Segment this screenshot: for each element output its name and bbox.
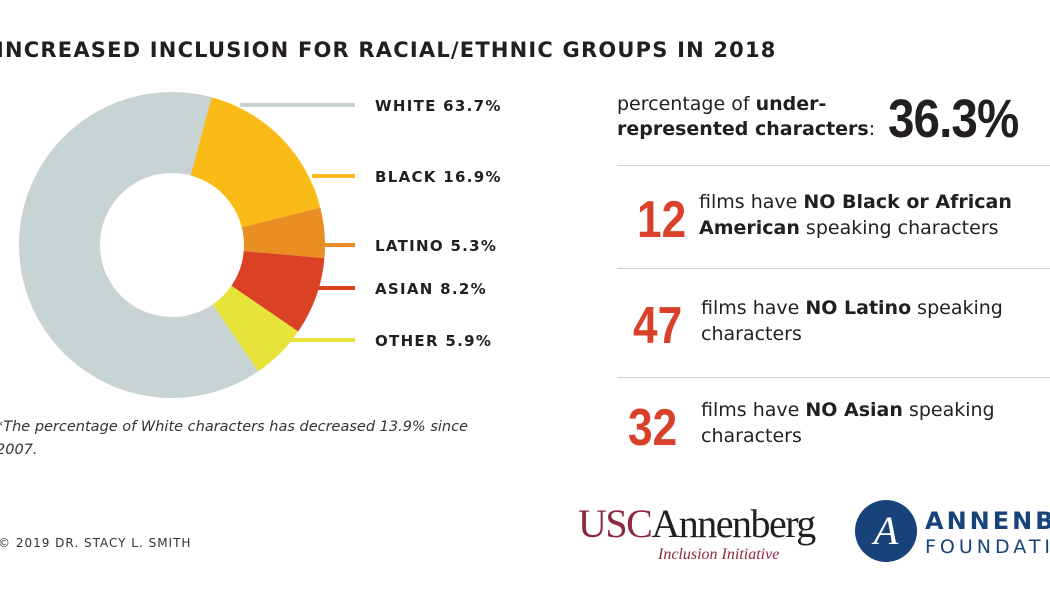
annenberg-foundation-logo-icon: A (855, 500, 917, 562)
slice-white (19, 92, 259, 399)
slice-asian (231, 251, 325, 332)
foundation-subname: FOUNDATI (925, 536, 1050, 558)
slice-black (190, 97, 321, 228)
underrep-value: 36.3% (888, 89, 1019, 149)
stat-pre: films have (699, 191, 804, 213)
underrep-bold2: represented characters (617, 118, 869, 140)
footnote: *The percentage of White characters has … (0, 419, 468, 458)
stat-bold: NO Black or African American (699, 191, 1012, 239)
foundation-name: ANNENBE (925, 507, 1050, 535)
stat-post: speaking characters (701, 297, 1003, 345)
logo-annenberg: Annenberg (651, 501, 816, 546)
divider (617, 377, 1050, 378)
slice-latino (241, 207, 325, 259)
usc-annenberg-logo: USCAnnenberg (578, 500, 816, 547)
underrep-bold1: under- (755, 93, 827, 115)
stat-text: films have NO Asian speaking characters (701, 397, 1021, 449)
stat-number: 12 (637, 191, 687, 249)
stat-text: films have NO Latino speaking characters (701, 295, 1021, 347)
divider (617, 165, 1050, 166)
stat-post: speaking characters (799, 217, 999, 239)
inclusion-initiative-text: Inclusion Initiative (658, 546, 780, 563)
copyright: © 2019 DR. STACY L. SMITH (0, 536, 192, 550)
stat-bold: NO Latino (805, 297, 912, 319)
stat-number: 32 (628, 399, 678, 457)
stat-bold: NO Asian (805, 399, 903, 421)
divider (617, 268, 1050, 269)
underrep-post: : (868, 118, 876, 140)
slice-label-white: WHITE 63.7% (375, 97, 502, 115)
slice-label-latino: LATINO 5.3% (375, 237, 497, 255)
logo-usc: USC (578, 501, 653, 546)
slice-other (212, 285, 299, 372)
svg-text:A: A (871, 508, 899, 553)
stat-pre: films have (701, 399, 806, 421)
chart-title: INCREASED INCLUSION FOR RACIAL/ETHNIC GR… (0, 38, 777, 62)
underrep-label: percentage of under- represented charact… (617, 92, 875, 142)
stat-post: speaking characters (701, 399, 995, 447)
slice-label-asian: ASIAN 8.2% (375, 280, 487, 298)
underrep-pre: percentage of (617, 93, 756, 115)
stat-number: 47 (633, 297, 683, 355)
stat-text: films have NO Black or African American … (699, 189, 1039, 241)
slice-label-other: OTHER 5.9% (375, 332, 492, 350)
slice-label-black: BLACK 16.9% (375, 168, 502, 186)
stat-pre: films have (701, 297, 806, 319)
donut-chart: BLACK 16.9% LATINO 5.3% ASIAN 8.2% OTHER 5.… (19, 92, 502, 399)
